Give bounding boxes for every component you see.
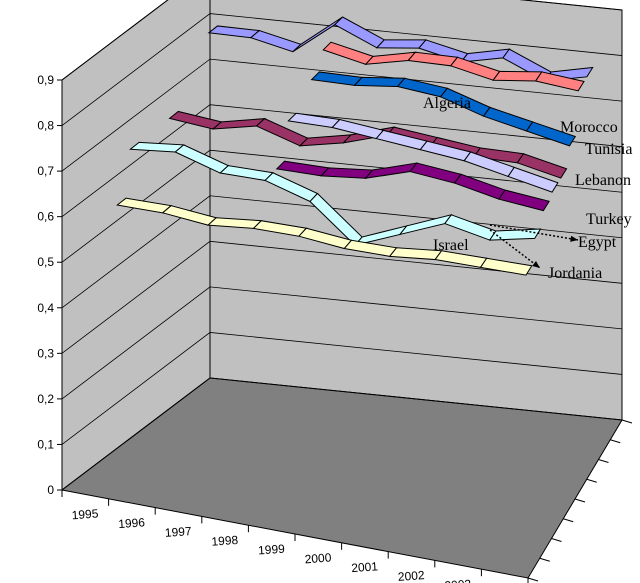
series-label: Tunisia [585,141,632,158]
depth-tick-mark [574,498,586,503]
gridline [61,13,623,126]
series-segment [534,71,585,92]
gridline [61,149,623,263]
series-segment [375,39,428,49]
series-label-leader [489,229,541,269]
series-label: Turkey [586,211,632,228]
y-tick-label: 0,8 [37,119,54,133]
y-tick-label: 0,3 [37,346,54,360]
series-label-arrowhead [532,261,540,268]
gridline [61,0,623,81]
chart-axes: 0 0,1 0,2 0,3 0,4 0,5 0,6 0,7 0,8 0,9 1995 1996 1997… [37,73,633,583]
gridline [61,240,623,354]
depth-tick-mark [598,459,609,463]
series-segment [320,167,374,179]
y-tick-label: 0,6 [37,210,54,224]
chart-series-labels: Algeria Morocco Tunisia Lebanon Turkey Egypt J… [423,95,632,282]
series-segment [353,76,406,88]
depth-tick-mark [563,518,574,523]
depth-tick-mark [551,538,562,542]
chart-series [116,16,594,276]
series-segment [525,121,577,147]
y-tick-label: 0 [47,483,54,497]
gridline [61,332,623,445]
x-tick-label: 1995 [71,506,99,522]
depth-tick-mark [610,439,621,444]
series-label: Lebanon [575,172,631,189]
series-label: Israel [433,237,469,254]
y-tick-label: 0,1 [37,437,54,451]
series-label: Algeria [423,95,471,112]
back-wall [209,0,623,421]
series-label: Egypt [578,234,617,251]
gridline [61,195,623,309]
y-tick-label: 0,2 [37,392,54,406]
gridline [61,286,623,400]
depth-tick-mark [586,478,597,483]
series-segment [507,166,559,193]
depth-tick-mark [621,419,633,424]
series-label-arrowhead [570,235,578,242]
y-tick-label: 0,5 [37,255,54,269]
series-segment [516,153,568,179]
x-tick-label: 2003 [444,577,472,583]
depth-tick-mark [527,577,539,582]
y-tick-label: 0,7 [37,164,54,178]
x-tick-label: 1996 [118,515,146,531]
gridline [61,58,623,172]
series-segment [488,228,542,241]
series-label-leader [489,224,579,241]
x-tick-label: 1997 [164,524,192,540]
gridline [61,377,623,491]
chart-walls [60,0,623,579]
x-tick-label: 2002 [397,568,425,583]
x-tick-label: 2000 [304,550,332,566]
series-segment [492,70,543,82]
series-segment [498,189,550,212]
series-label: Morocco [560,119,618,136]
chart-gridlines [61,0,623,491]
depth-tick-mark [539,557,550,562]
series-segment [479,257,533,276]
gridline [61,104,623,217]
series-label: Jordania [548,265,602,282]
x-tick-label: 2001 [351,559,379,575]
y-tick-label: 0,4 [37,301,54,315]
x-tick-label: 1999 [258,542,286,558]
y-tick-label: 0,9 [37,73,54,87]
x-tick-label: 1998 [211,533,239,549]
